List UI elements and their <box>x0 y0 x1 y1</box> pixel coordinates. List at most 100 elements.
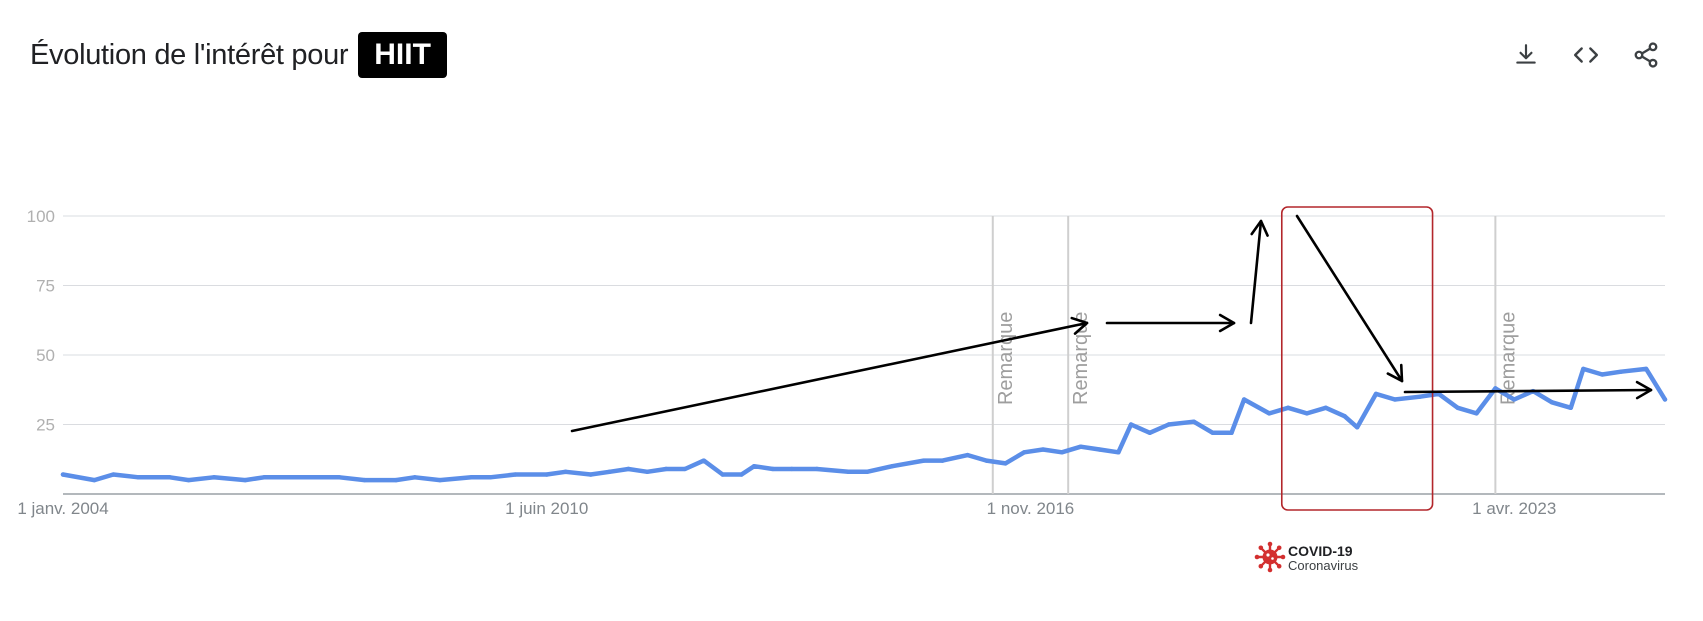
data-point <box>1512 397 1517 402</box>
data-point <box>488 475 493 480</box>
data-point <box>682 466 688 472</box>
data-point <box>1354 425 1360 430</box>
download-button[interactable] <box>1509 38 1543 72</box>
trend-arrow-shaft <box>570 321 1089 433</box>
y-tick-label: 50 <box>36 346 55 365</box>
y-tick-label: 25 <box>36 416 55 435</box>
data-point <box>1549 400 1555 405</box>
y-tick-label: 75 <box>36 277 55 296</box>
data-point <box>1267 411 1272 416</box>
data-point <box>1003 461 1008 466</box>
trend-arrow-head <box>1070 316 1089 335</box>
grid-lines <box>63 215 1665 495</box>
x-tick-label: 1 avr. 2023 <box>1472 499 1556 518</box>
data-point <box>563 469 568 474</box>
data-point <box>1116 450 1121 455</box>
data-point <box>242 477 248 483</box>
data-point <box>1078 444 1083 449</box>
data-point <box>663 466 669 472</box>
trend-arrow-shaft <box>1249 219 1263 325</box>
data-point <box>393 477 399 483</box>
data-point <box>890 464 895 469</box>
download-icon <box>1516 44 1536 64</box>
code-icon <box>1573 47 1599 63</box>
covid-subtitle: Coronavirus <box>1288 558 1359 573</box>
data-point <box>1599 372 1605 377</box>
data-point <box>211 475 216 480</box>
data-point <box>739 472 744 477</box>
data-point <box>1040 447 1046 452</box>
data-point <box>286 475 292 480</box>
data-point <box>1128 422 1134 427</box>
data-point <box>921 458 926 463</box>
x-tick-label: 1 juin 2010 <box>505 499 588 518</box>
embed-button[interactable] <box>1569 38 1603 72</box>
data-point <box>1304 411 1310 416</box>
trend-arrow-head <box>1386 363 1404 383</box>
axis-labels: 25 50 75 100 1 janv. 2004 1 juin 2010 1 nov. 2… <box>17 207 1556 518</box>
data-point <box>626 466 631 472</box>
data-point <box>607 469 612 474</box>
data-point <box>1147 430 1153 436</box>
data-point <box>412 475 418 480</box>
data-point <box>1373 391 1379 397</box>
data-point <box>111 472 116 477</box>
data-point <box>186 477 191 483</box>
data-point <box>437 477 443 483</box>
trend-arrow-head <box>1218 313 1236 333</box>
series-layer <box>60 366 1668 483</box>
chart-header: Évolution de l'intérêt pour HIIT <box>30 32 447 78</box>
search-term-badge[interactable]: HIIT <box>358 32 447 78</box>
share-button[interactable] <box>1629 38 1663 72</box>
y-tick-label: 100 <box>27 207 55 226</box>
data-point <box>136 475 141 480</box>
note-markers: Remarque Remarque Remarque <box>991 216 1519 494</box>
share-icon <box>1634 42 1658 68</box>
data-point <box>1097 447 1102 452</box>
trend-arrow-shaft <box>1403 388 1653 394</box>
data-point <box>167 475 172 480</box>
data-point <box>770 466 776 472</box>
data-point <box>1166 422 1171 427</box>
data-point <box>720 472 725 477</box>
trend-arrows <box>570 214 1653 433</box>
data-point <box>1643 366 1649 372</box>
chart-title: Évolution de l'intérêt pour <box>30 38 349 71</box>
data-point <box>1618 369 1624 374</box>
note-label[interactable]: Remarque <box>1497 312 1519 405</box>
x-tick-label: 1 nov. 2016 <box>987 499 1075 518</box>
x-tick-label: 1 janv. 2004 <box>17 499 108 518</box>
data-point <box>337 475 342 480</box>
covid-title: COVID-19 <box>1288 543 1353 559</box>
data-point <box>1455 405 1460 411</box>
data-point <box>965 452 970 458</box>
data-point <box>1191 419 1197 424</box>
data-point <box>751 464 757 469</box>
chart-actions <box>1509 38 1663 72</box>
covid-highlight-box <box>1280 206 1434 511</box>
data-point <box>1493 386 1498 391</box>
data-point <box>469 475 474 480</box>
data-point <box>789 466 794 472</box>
data-point <box>318 475 323 480</box>
data-point <box>261 475 267 480</box>
note-label[interactable]: Remarque <box>1070 312 1092 405</box>
data-point <box>1323 405 1328 411</box>
data-point <box>1392 397 1398 402</box>
data-point <box>1021 450 1027 455</box>
trend-arrow-head <box>1635 380 1653 400</box>
note-label[interactable]: Remarque <box>995 312 1017 405</box>
data-point <box>1229 430 1234 436</box>
trend-arrow-head <box>1250 219 1269 237</box>
data-point <box>645 469 650 474</box>
data-point <box>362 477 367 483</box>
data-point <box>984 458 989 463</box>
trend-arrow-shaft <box>1295 214 1404 383</box>
data-point <box>1474 411 1479 416</box>
data-point <box>544 472 549 477</box>
data-point <box>1210 430 1215 436</box>
data-point <box>940 458 945 463</box>
data-point <box>846 469 851 474</box>
